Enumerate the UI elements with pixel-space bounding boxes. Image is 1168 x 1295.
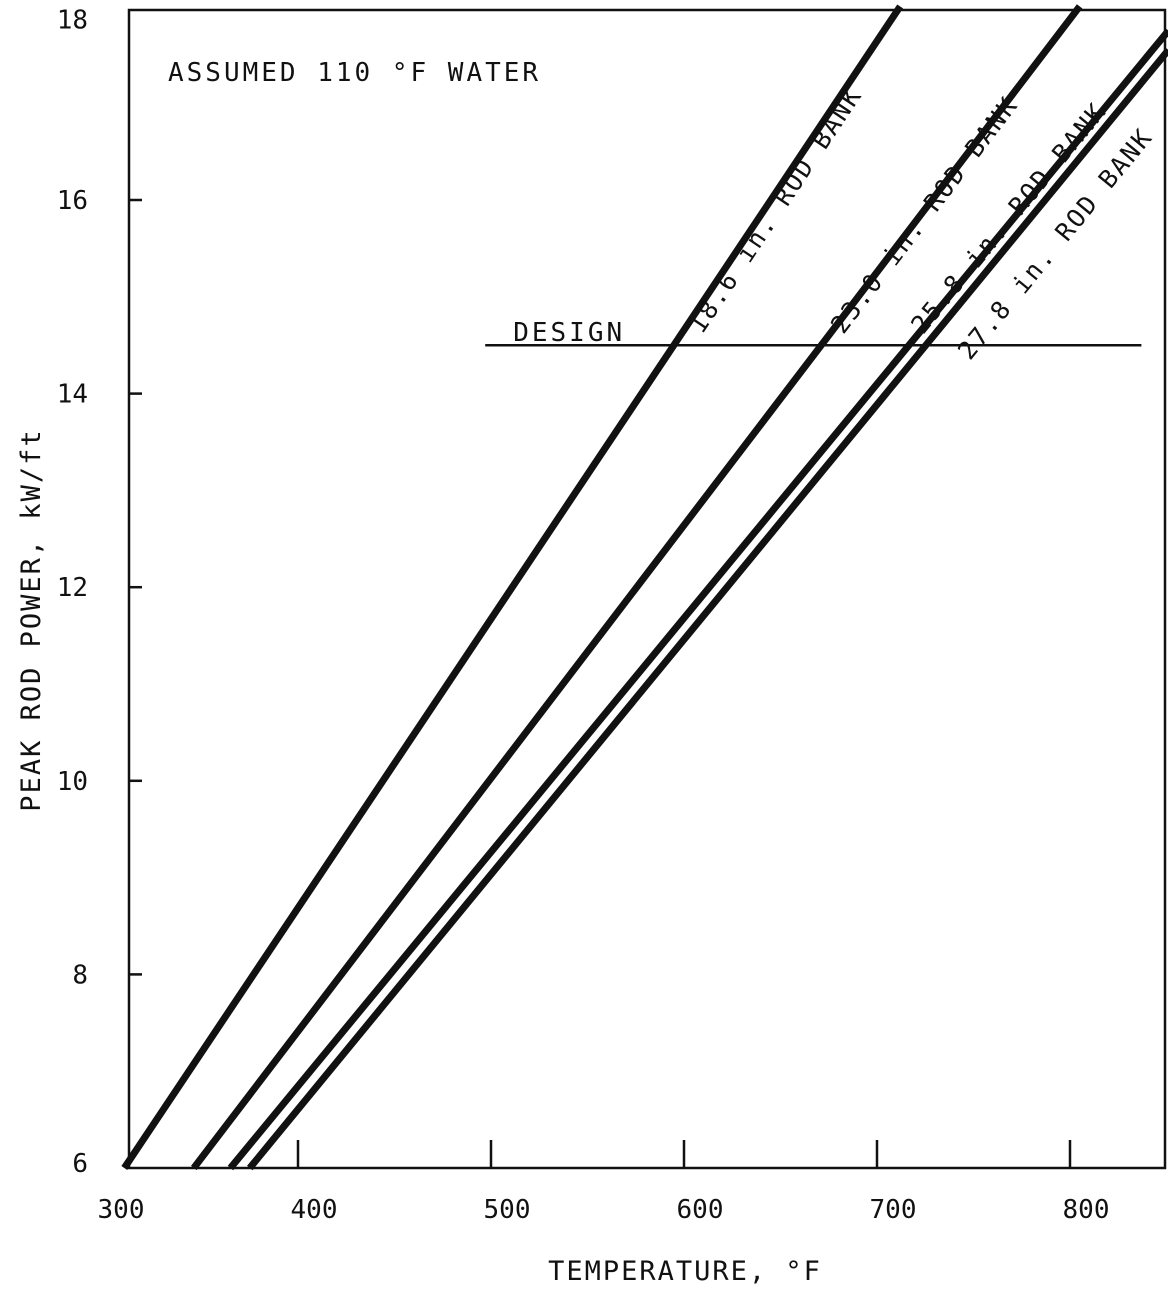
- y-axis-ticks: 6 8 10 12 14 16 18: [57, 5, 142, 1179]
- series-line-0: [121, 4, 904, 1170]
- x-tick-label: 400: [291, 1195, 338, 1225]
- series-line-3: [247, 47, 1168, 1171]
- y-tick-label: 6: [72, 1149, 88, 1179]
- design-label: DESIGN: [513, 318, 625, 348]
- x-axis-title: TEMPERATURE, °F: [548, 1256, 822, 1287]
- plot-frame: [127, 8, 1167, 1170]
- water-annotation: ASSUMED 110 °F WATER: [168, 58, 541, 88]
- y-tick-label: 14: [57, 380, 88, 410]
- x-tick-label: 300: [98, 1195, 145, 1225]
- y-tick-label: 8: [72, 960, 88, 990]
- y-axis-title: PEAK ROD POWER, kW/ft: [16, 428, 47, 811]
- y-tick-label: 12: [57, 573, 88, 603]
- x-tick-label: 600: [677, 1195, 724, 1225]
- series-line-1: [190, 4, 1083, 1171]
- series-line-2: [227, 28, 1168, 1171]
- y-tick-label: 16: [57, 186, 88, 216]
- x-axis-ticks: 300 400 500 600 700 800: [98, 1140, 1110, 1225]
- y-tick-label: 18: [57, 5, 88, 35]
- y-tick-label: 10: [57, 767, 88, 797]
- x-tick-label: 700: [870, 1195, 917, 1225]
- x-tick-label: 800: [1063, 1195, 1110, 1225]
- series-lines: [121, 4, 1168, 1171]
- x-tick-label: 500: [484, 1195, 531, 1225]
